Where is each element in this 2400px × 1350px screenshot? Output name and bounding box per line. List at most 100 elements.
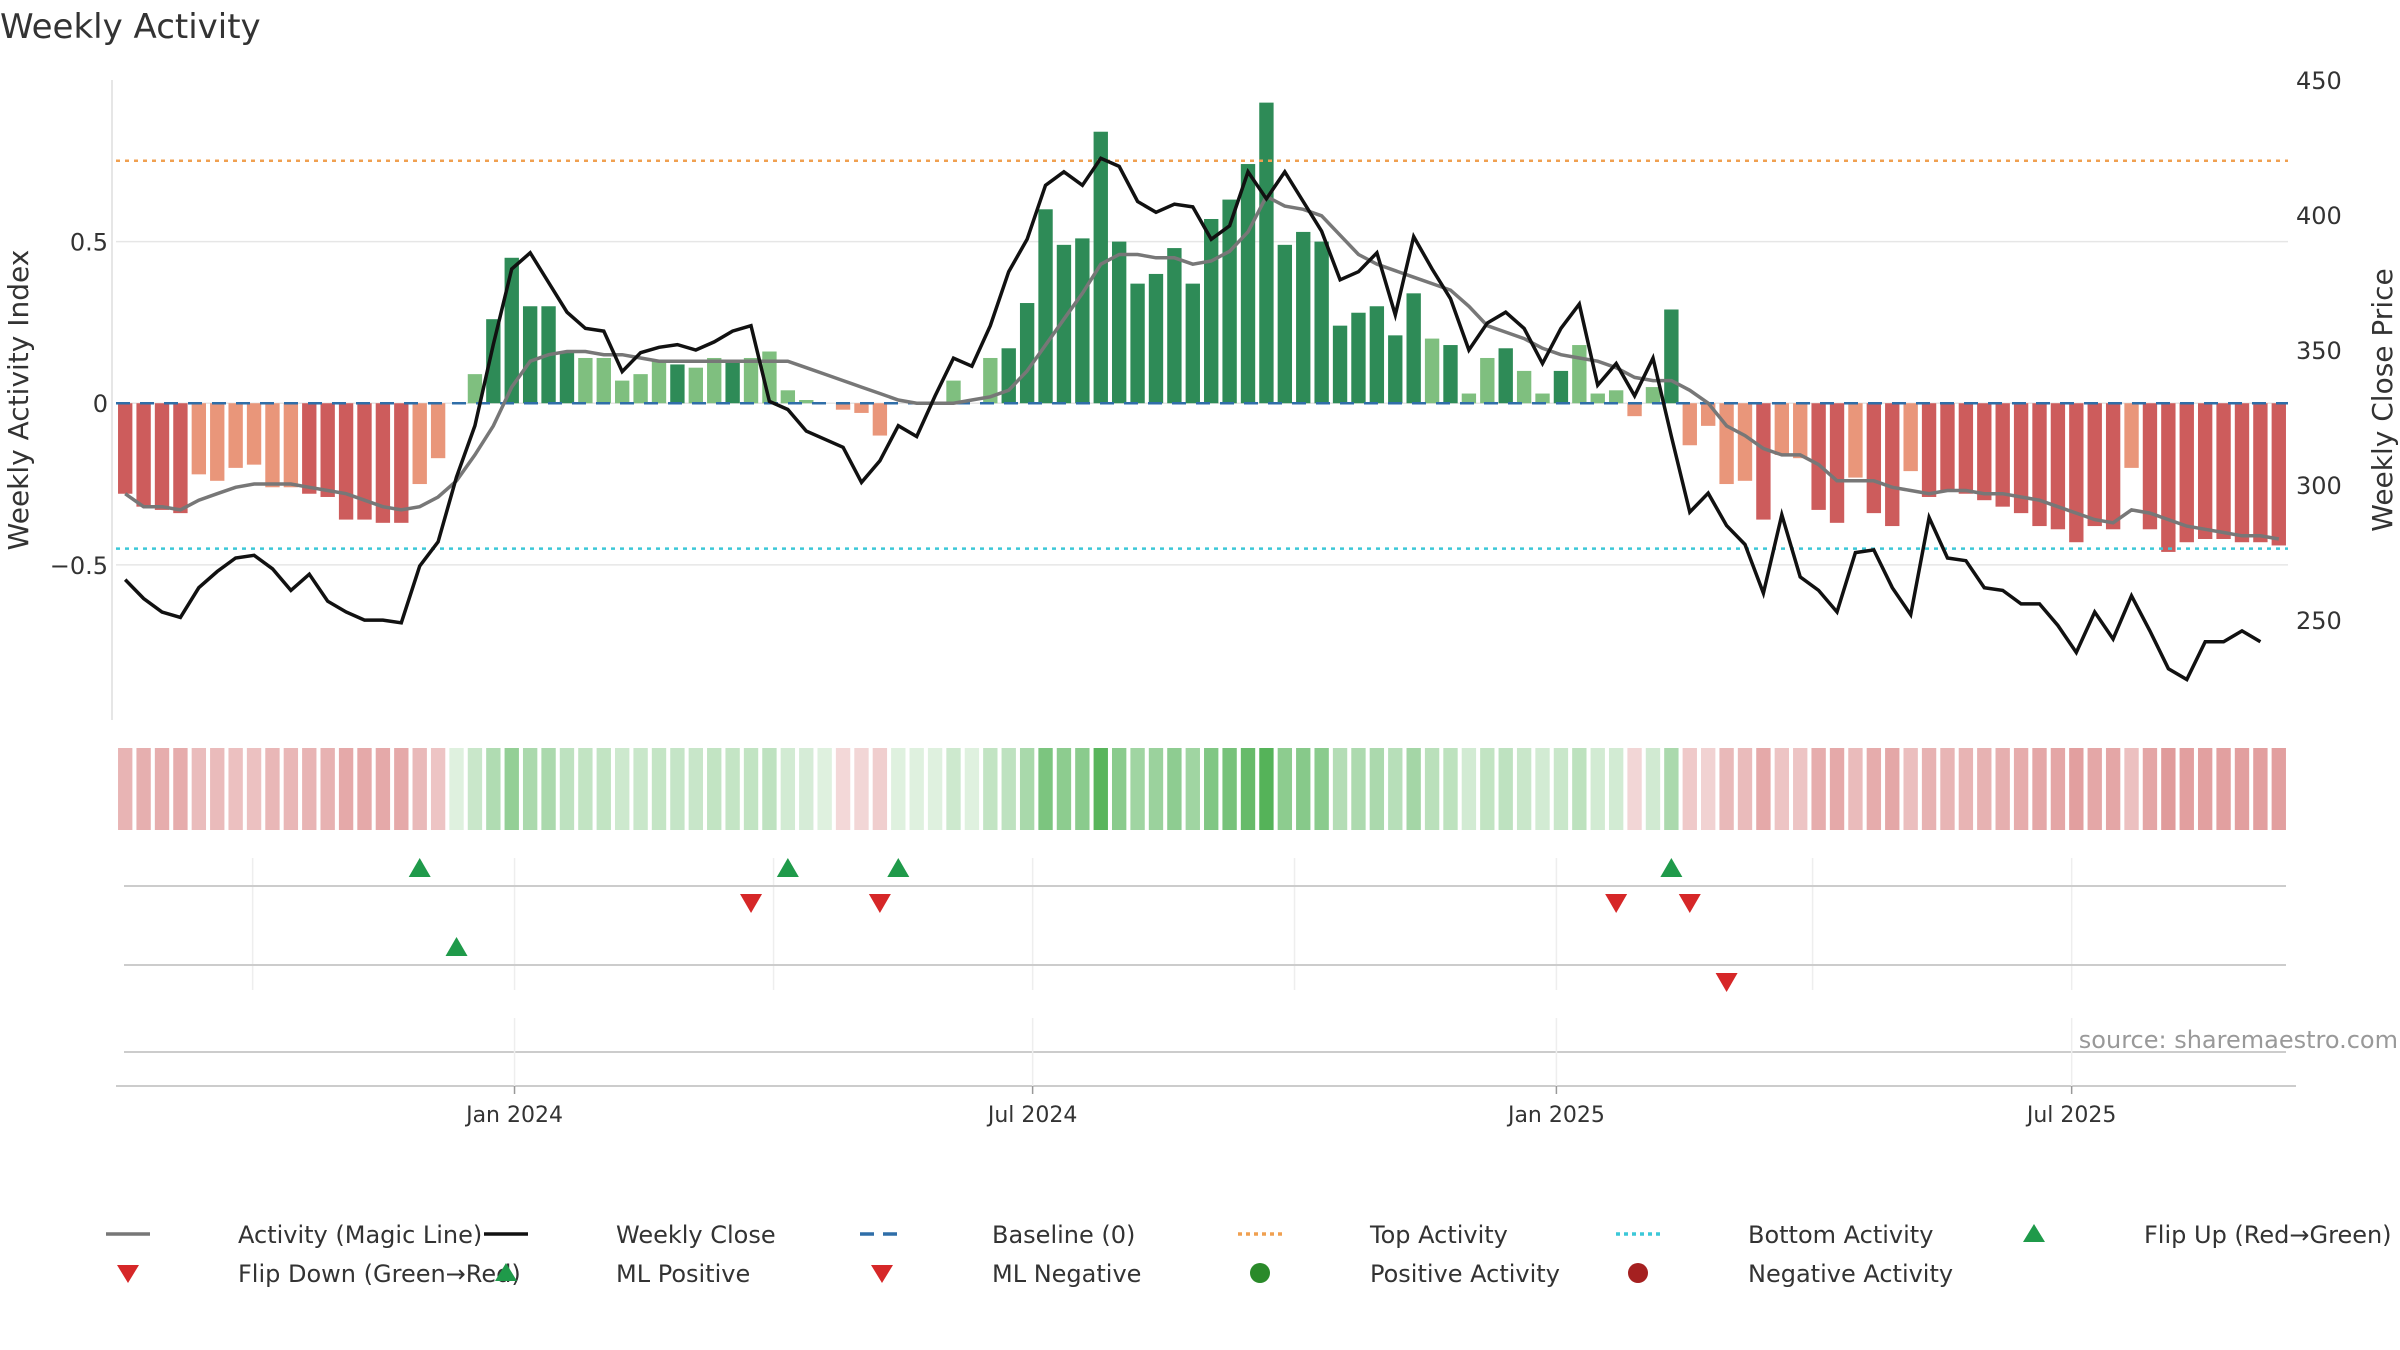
strip-cell	[1038, 748, 1053, 830]
strip-cell	[1093, 748, 1108, 830]
strip-cell	[1553, 748, 1569, 830]
activity-bar	[1296, 231, 1311, 404]
strip-cell	[228, 748, 243, 830]
activity-bar	[1885, 403, 1900, 527]
activity-bar	[1645, 387, 1661, 404]
strip-cell	[1056, 748, 1072, 830]
ml-negative-marker	[1715, 973, 1738, 992]
strip-cell	[2105, 748, 2121, 830]
strip-cell	[1075, 748, 1090, 830]
strip-cell	[1424, 748, 1440, 830]
activity-bar	[1774, 403, 1789, 455]
strip-cell	[946, 748, 961, 830]
strip-cell	[983, 748, 998, 830]
activity-bar	[688, 367, 703, 404]
activity-bar	[615, 380, 630, 404]
activity-bar	[2142, 403, 2158, 530]
activity-bar	[1406, 293, 1421, 404]
legend-label: Activity (Magic Line)	[238, 1221, 482, 1249]
activity-bar	[1995, 403, 2010, 507]
activity-bar	[394, 403, 409, 523]
strip-cell	[449, 748, 464, 830]
activity-bar	[1958, 403, 1974, 494]
activity-bar	[1388, 335, 1403, 404]
x-tick-label: Jul 2024	[986, 1103, 1078, 1128]
flip-down-marker	[868, 894, 891, 913]
strip-cell	[1111, 748, 1127, 830]
activity-bar	[1829, 403, 1845, 523]
activity-bar	[633, 374, 648, 404]
strip-cell	[762, 748, 777, 830]
strip-cell	[2234, 748, 2250, 830]
strip-cell	[191, 748, 207, 830]
legend-label: Flip Up (Red→Green)	[2144, 1221, 2392, 1249]
strip-cell	[1332, 748, 1348, 830]
activity-bar	[1277, 244, 1293, 404]
activity-bar	[1811, 403, 1826, 510]
flip-down-marker	[740, 894, 763, 913]
activity-bar	[1056, 244, 1072, 404]
strip-cell	[2216, 748, 2231, 830]
right-axis-label: Weekly Close Price	[2366, 268, 2399, 531]
weekly-close-series	[123, 156, 2262, 682]
activity-bar	[1130, 283, 1145, 404]
activity-bar	[596, 357, 611, 404]
strip-cell	[522, 748, 538, 830]
activity-bar	[651, 361, 667, 404]
activity-bar	[1590, 393, 1605, 404]
activity-bar	[357, 403, 372, 520]
activity-bar	[1719, 403, 1734, 485]
strip-cell	[1811, 748, 1826, 830]
strip-cell	[2253, 748, 2268, 830]
strip-cell	[725, 748, 740, 830]
strip-cell	[1719, 748, 1734, 830]
strip-cell	[1222, 748, 1237, 830]
strip-cell	[173, 748, 188, 830]
strip-cell	[1756, 748, 1771, 830]
signal-marker-rows	[116, 858, 2296, 1087]
legend-swatch	[1628, 1263, 1648, 1283]
x-tick-label: Jan 2024	[464, 1103, 563, 1128]
strip-cell	[154, 748, 170, 830]
flip-up-marker	[1660, 858, 1683, 877]
ml-positive-marker	[445, 937, 468, 956]
legend-label: Weekly Close	[616, 1221, 776, 1249]
activity-bar	[1480, 357, 1495, 404]
activity-bar	[375, 403, 391, 523]
right-tick-label: 250	[2296, 607, 2342, 635]
strip-cell	[688, 748, 703, 830]
activity-bar	[799, 400, 814, 404]
strip-cell	[1590, 748, 1605, 830]
activity-bar	[1424, 338, 1440, 404]
activity-bar	[1737, 403, 1753, 481]
strip-cell	[486, 748, 501, 830]
activity-bar	[210, 403, 225, 481]
right-tick-label: 450	[2296, 67, 2342, 95]
activity-bar	[1240, 164, 1256, 404]
activity-bar	[1167, 248, 1182, 404]
left-tick-label: 0	[93, 390, 108, 418]
flip-up-marker	[887, 858, 910, 877]
activity-bar	[412, 403, 427, 485]
activity-bar	[1535, 393, 1550, 404]
strip-cell	[817, 748, 832, 830]
strip-cell	[1204, 748, 1219, 830]
strip-cell	[1406, 748, 1421, 830]
activity-bar	[2087, 403, 2102, 527]
strip-cell	[1130, 748, 1145, 830]
activity-bar	[173, 403, 188, 514]
activity-bar	[1664, 309, 1679, 404]
strip-cell	[651, 748, 667, 830]
x-axis-ticks: Jan 2024 Jul 2024 Jan 2025 Jul 2025	[464, 1018, 2116, 1128]
strip-cell	[1940, 748, 1955, 830]
activity-bar	[136, 403, 151, 507]
strip-cell	[1388, 748, 1403, 830]
activity-bar	[1921, 403, 1937, 497]
right-tick-label: 350	[2296, 337, 2342, 365]
strip-cell	[578, 748, 593, 830]
strip-cell	[743, 748, 759, 830]
strip-cell	[467, 748, 483, 830]
strip-cell	[541, 748, 556, 830]
activity-bar	[504, 257, 519, 404]
